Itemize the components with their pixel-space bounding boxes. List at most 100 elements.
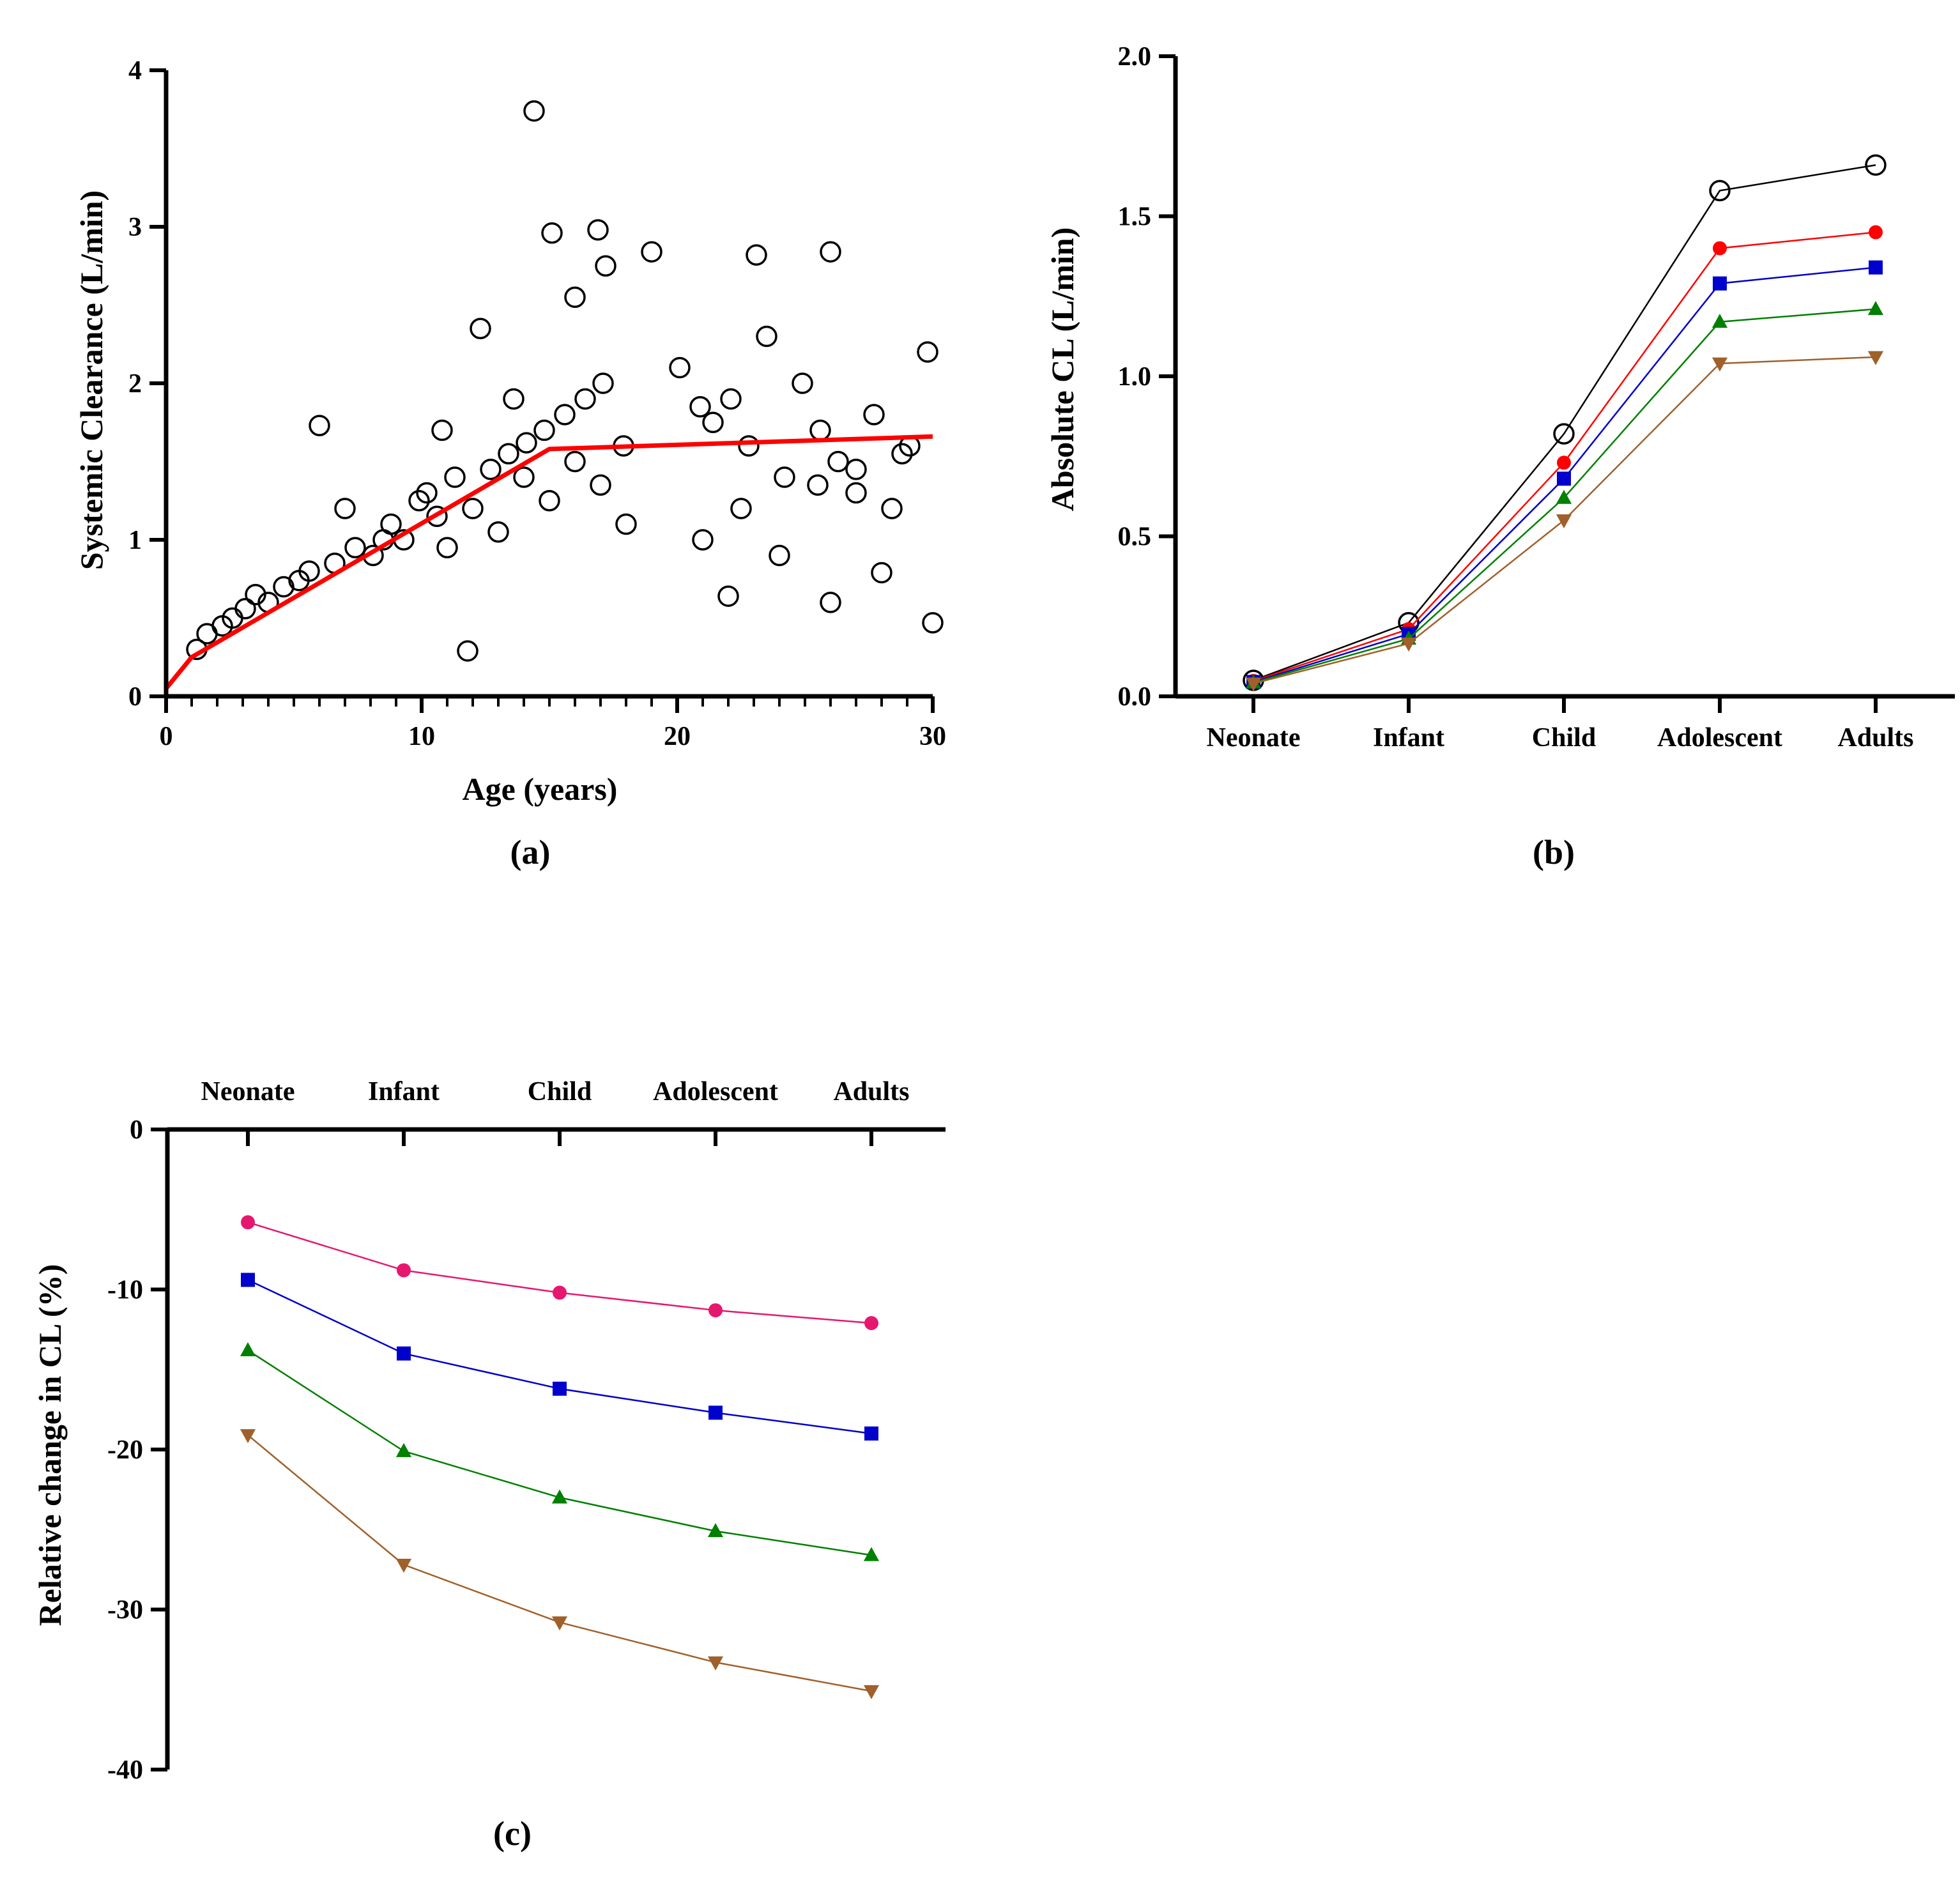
data-point xyxy=(692,529,714,551)
data-point xyxy=(298,560,320,582)
y-tick-label: -30 xyxy=(107,1596,143,1625)
data-point xyxy=(222,607,243,629)
data-point xyxy=(1713,241,1727,256)
series-line xyxy=(247,1349,872,1556)
panel-label-a: (a) xyxy=(510,833,551,871)
y-tick-label: 2.0 xyxy=(1118,42,1152,72)
y-axis-ticks: 0.0 0.5 1.0 1.5 2.0 xyxy=(1118,42,1175,712)
data-point xyxy=(513,466,535,488)
series-line xyxy=(247,1221,872,1324)
y-tick-label: 4 xyxy=(128,56,142,86)
data-point xyxy=(1245,677,1262,692)
data-point xyxy=(431,419,453,441)
data-point xyxy=(746,244,767,266)
panel-b-line-chart: Neonate Infant Child Adolescent Adults 0.00.… xyxy=(1045,42,1955,871)
data-point xyxy=(574,388,596,410)
x-axis-ticks: 0 10 20 30 xyxy=(160,696,946,751)
data-point xyxy=(551,1489,568,1504)
data-point xyxy=(708,1303,723,1318)
data-point xyxy=(827,450,849,473)
y-tick-label: 2 xyxy=(128,369,142,399)
data-point xyxy=(503,388,524,410)
data-point xyxy=(820,241,841,263)
series-3 xyxy=(240,1342,880,1561)
y-tick-label: 1.0 xyxy=(1118,362,1152,392)
y-tick-label: -10 xyxy=(107,1276,143,1305)
data-point xyxy=(881,498,903,519)
y-axis-title: Absolute CL (L/min) xyxy=(1045,227,1080,512)
data-point xyxy=(408,490,430,512)
data-point xyxy=(397,1346,411,1361)
data-point xyxy=(480,459,501,480)
data-point xyxy=(553,1285,567,1300)
data-point xyxy=(553,1381,567,1396)
data-point xyxy=(498,443,519,464)
data-point xyxy=(541,222,563,244)
data-point xyxy=(444,466,466,488)
data-point xyxy=(196,623,218,645)
y-axis-title: Systemic Clearance (L/min) xyxy=(73,190,109,570)
series-5 xyxy=(1245,351,1884,692)
y-axis-ticks: 0 1 2 3 4 xyxy=(128,56,166,712)
y-tick-label: 0.5 xyxy=(1118,523,1152,552)
x-tick-label: Adults xyxy=(833,1077,909,1106)
x-tick-label: 30 xyxy=(919,722,946,751)
series-3 xyxy=(1246,260,1883,689)
y-tick-label: 0 xyxy=(130,1115,143,1145)
data-point xyxy=(864,1426,878,1441)
y-tick-label: 3 xyxy=(128,213,142,242)
data-point xyxy=(436,537,458,558)
x-tick-label: Child xyxy=(1532,723,1596,753)
y-tick-label: -20 xyxy=(107,1435,143,1465)
data-point xyxy=(689,396,711,418)
data-point xyxy=(395,1442,412,1457)
data-point xyxy=(592,372,614,394)
series-group xyxy=(240,1215,880,1699)
x-tick-label: 0 xyxy=(160,722,173,751)
data-point xyxy=(523,100,545,122)
data-point xyxy=(845,459,867,480)
y-tick-label: 1 xyxy=(128,526,142,555)
data-point xyxy=(863,1547,880,1561)
data-point xyxy=(891,443,913,464)
y-tick-label: 1.5 xyxy=(1118,203,1152,232)
data-point xyxy=(470,317,491,339)
data-point xyxy=(564,450,586,473)
data-point xyxy=(273,576,295,598)
data-point xyxy=(863,1685,880,1699)
data-point xyxy=(554,404,576,425)
x-tick-label: Adolescent xyxy=(653,1077,778,1106)
x-tick-label: Infant xyxy=(1373,723,1444,753)
data-point xyxy=(1869,260,1883,275)
y-axis-ticks: 0 -10 -20 -30 -40 xyxy=(107,1115,167,1785)
x-tick-label: Neonate xyxy=(201,1077,295,1106)
data-point xyxy=(845,482,867,504)
data-point xyxy=(1867,351,1884,365)
data-point xyxy=(533,419,555,441)
data-point xyxy=(1713,276,1727,291)
data-point xyxy=(595,255,616,277)
x-tick-label: Infant xyxy=(368,1077,440,1106)
data-point xyxy=(1709,180,1731,202)
data-point xyxy=(487,521,509,543)
y-axis-title: Relative change in CL (%) xyxy=(32,1264,68,1626)
data-point xyxy=(730,498,752,519)
x-tick-label: Child xyxy=(528,1077,592,1106)
data-point xyxy=(707,1523,724,1538)
data-point xyxy=(720,388,742,410)
data-point xyxy=(708,1405,723,1420)
data-point xyxy=(807,474,829,496)
data-point xyxy=(234,598,256,620)
data-point xyxy=(769,544,790,567)
x-axis-ticks: Neonate Infant Child Adolescent Adults xyxy=(201,1077,910,1146)
data-point xyxy=(917,341,938,363)
data-point xyxy=(309,415,330,436)
data-point xyxy=(245,584,266,606)
data-point xyxy=(344,537,366,558)
x-tick-label: Adults xyxy=(1837,723,1913,753)
data-point xyxy=(1400,637,1417,652)
data-point xyxy=(241,1215,255,1230)
data-point xyxy=(587,219,609,241)
data-point xyxy=(397,1263,411,1278)
data-point xyxy=(416,482,438,504)
